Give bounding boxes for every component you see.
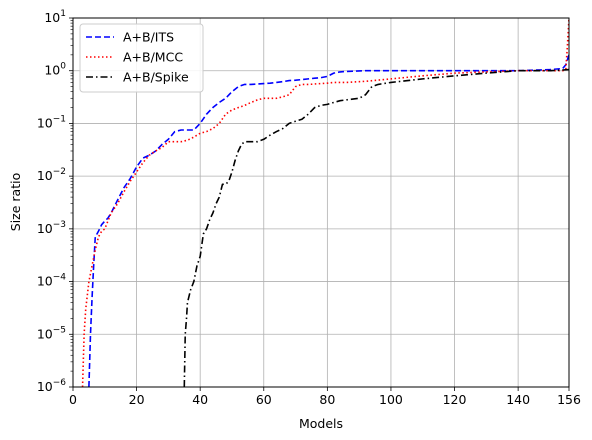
y-tick-label: 10−4 bbox=[37, 273, 66, 289]
x-tick-label: 156 bbox=[557, 392, 581, 407]
x-tick-label: 60 bbox=[256, 392, 272, 407]
y-tick-label: 100 bbox=[44, 62, 66, 78]
y-tick-label: 101 bbox=[44, 9, 66, 25]
series-layer bbox=[81, 18, 569, 387]
series-line-2 bbox=[81, 18, 569, 387]
legend: A+B/ITS A+B/MCC A+B/Spike bbox=[79, 23, 204, 93]
x-axis: 0 20 40 60 80 100 120 140 156 bbox=[69, 387, 581, 407]
legend-label: A+B/ITS bbox=[123, 30, 174, 45]
y-tick-label: 10−1 bbox=[37, 114, 66, 130]
series-line-3 bbox=[183, 68, 569, 387]
legend-label: A+B/Spike bbox=[123, 70, 189, 85]
plot-frame bbox=[72, 17, 570, 388]
legend-label: A+B/MCC bbox=[123, 50, 183, 65]
legend-box bbox=[79, 23, 204, 93]
x-tick-label: 140 bbox=[506, 392, 530, 407]
y-axis-label: Size ratio bbox=[8, 173, 23, 231]
x-tick-label: 40 bbox=[192, 392, 208, 407]
y-tick-label: 10−3 bbox=[37, 220, 66, 236]
x-tick-label: 20 bbox=[129, 392, 145, 407]
x-tick-label: 0 bbox=[69, 392, 77, 407]
x-axis-label: Models bbox=[299, 416, 343, 431]
y-tick-label: 10−5 bbox=[37, 325, 66, 341]
y-tick-label: 10−2 bbox=[37, 167, 66, 183]
y-tick-label: 10−6 bbox=[37, 378, 66, 394]
x-tick-label: 80 bbox=[319, 392, 335, 407]
x-tick-label: 100 bbox=[379, 392, 403, 407]
x-tick-label: 120 bbox=[443, 392, 467, 407]
series-line-1 bbox=[88, 54, 569, 387]
y-axis: 10−6 10−5 10−4 10−3 10−2 10−1 100 101 bbox=[37, 9, 73, 394]
